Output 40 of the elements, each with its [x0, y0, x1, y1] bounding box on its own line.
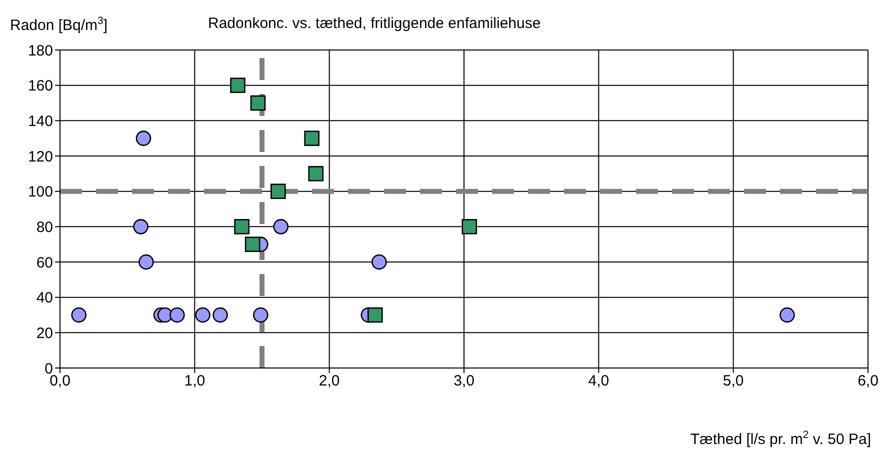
point [253, 307, 268, 323]
y-tick-label: 80 [36, 218, 53, 236]
y-tick-label: 60 [36, 254, 53, 272]
point [133, 219, 148, 234]
point [234, 219, 250, 234]
x-tick-label: 6,0 [858, 372, 878, 390]
point [244, 236, 260, 252]
point [462, 219, 478, 234]
point [170, 307, 185, 323]
x-tick-label: 5,0 [722, 372, 744, 390]
point [250, 95, 266, 111]
point [195, 307, 210, 323]
y-tick-label: 140 [28, 112, 53, 130]
point [230, 78, 246, 93]
point [157, 307, 173, 323]
point [367, 307, 383, 323]
x-tick-label: 1,0 [184, 372, 206, 390]
point [270, 184, 286, 199]
y-tick-label: 20 [36, 324, 53, 342]
y-tick-label: 100 [28, 184, 53, 201]
point [372, 254, 387, 270]
point [71, 307, 87, 323]
x-tick-label: 2,0 [318, 372, 340, 390]
x-tick-label: 0,0 [50, 372, 70, 390]
y-tick-label: 160 [28, 78, 53, 95]
y-axis-title: Radon [Bq/m$^{3}$] [10, 15, 108, 34]
chart-title: Radonkonc. vs. tæthed, fritliggende enfamiliehuse [208, 15, 541, 32]
y-tick-label: 180 [28, 42, 53, 60]
point [780, 307, 795, 323]
y-tick-label: 40 [36, 290, 53, 307]
point [308, 166, 324, 182]
point [304, 130, 320, 146]
point [212, 307, 228, 323]
point [273, 219, 289, 234]
x-axis-title: Tæthed [l/s pr. m$^{2}$ v. 50 Pa] [690, 429, 871, 448]
x-tick-label: 4,0 [588, 372, 610, 390]
x-tick-label: 3,0 [454, 372, 474, 390]
y-tick-label: 120 [28, 148, 53, 166]
point [138, 254, 154, 270]
point [136, 130, 152, 146]
